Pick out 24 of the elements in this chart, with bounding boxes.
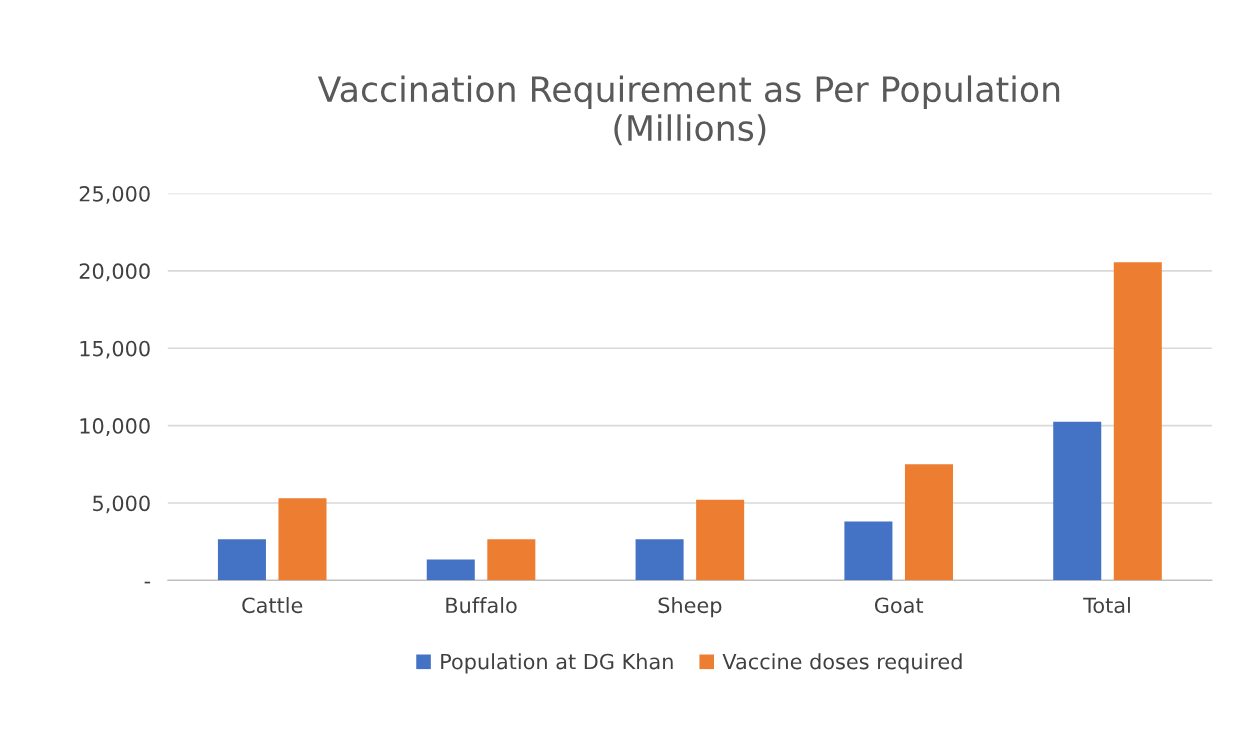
legend-label: Population at DG Khan [441, 653, 673, 674]
x-tick-label: Total [1083, 597, 1130, 614]
bar [904, 464, 953, 581]
bar [217, 539, 266, 581]
chart-title: Vaccination Requirement as Per Population (Millions) [317, 75, 1060, 146]
bar [1053, 421, 1102, 581]
x-tick-label: Goat [874, 597, 924, 614]
bar [487, 539, 536, 581]
bar [1113, 262, 1162, 581]
bar [278, 498, 327, 581]
bar [696, 499, 745, 581]
bar [426, 559, 475, 581]
y-tick-label: 10,000 [80, 418, 150, 436]
legend-label: Vaccine doses required [722, 653, 962, 674]
y-tick-label: 15,000 [80, 340, 150, 359]
x-tick-label: Buffalo [446, 597, 517, 614]
bar [844, 521, 893, 581]
x-tick-label: Sheep [658, 597, 722, 618]
x-tick-label: Cattle [242, 597, 303, 614]
bar [635, 539, 684, 581]
y-tick-label: 20,000 [79, 263, 150, 282]
y-tick-label: 25,000 [79, 185, 150, 204]
y-tick-label: 5,000 [93, 495, 150, 514]
y-tick-label: - [144, 581, 151, 584]
